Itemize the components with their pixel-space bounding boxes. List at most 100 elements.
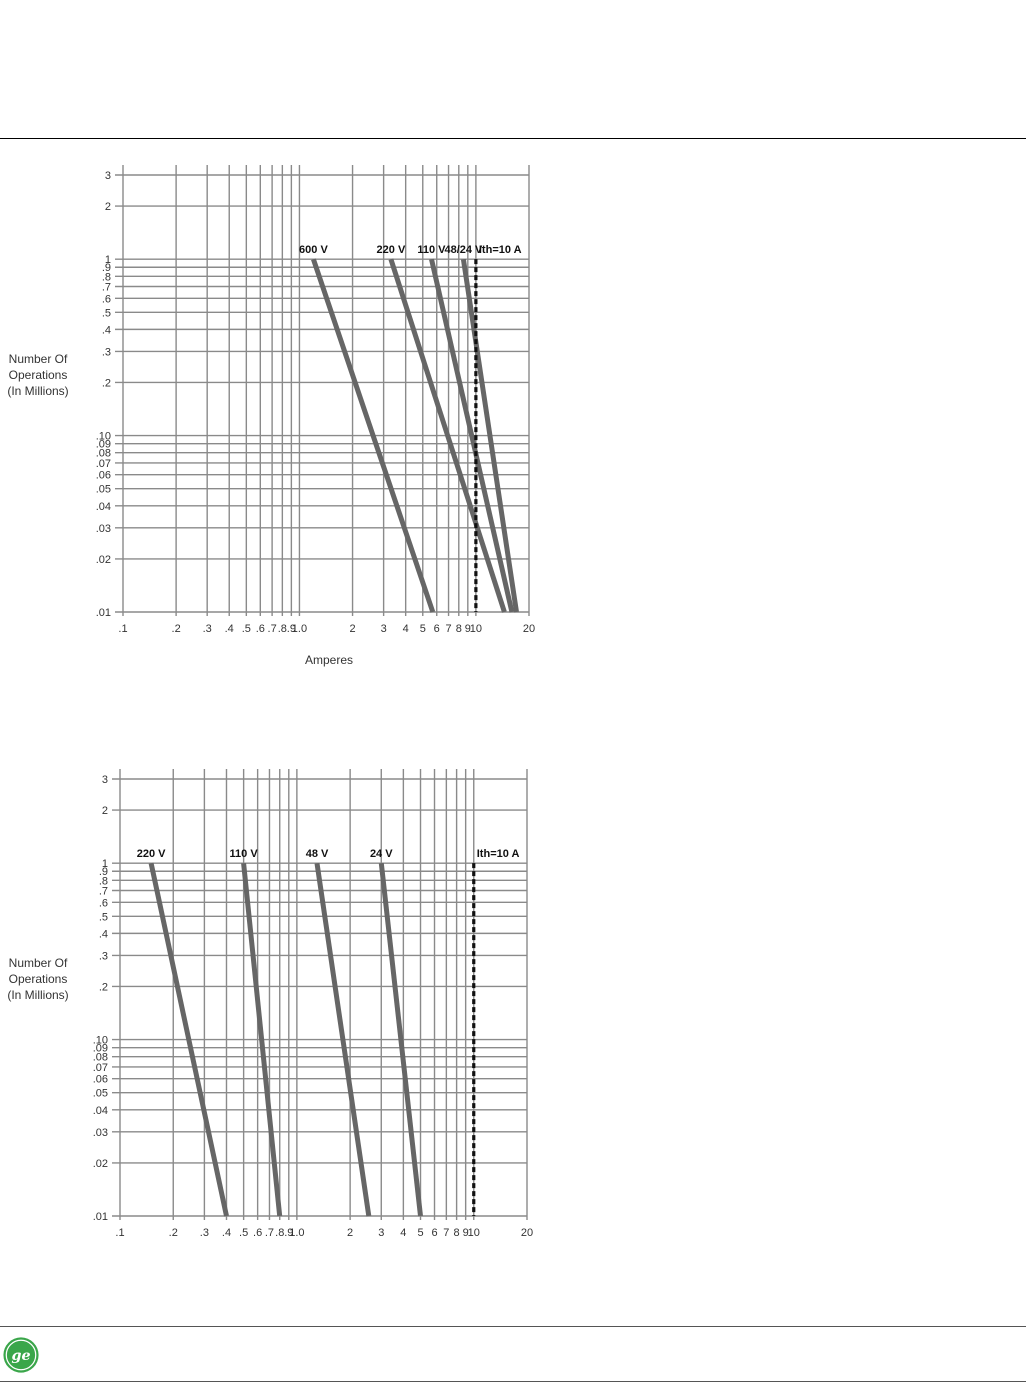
x-tick-label: 10 bbox=[468, 1227, 480, 1239]
operations-vs-amperes-chart-2: .1.2.3.4.5.6.7.8.91.0 2 3 4 5 6 7 8 910 20.01.02.… bbox=[93, 769, 533, 1239]
x-tick-label: .1 bbox=[115, 1227, 124, 1239]
series-line bbox=[311, 258, 436, 613]
series-line bbox=[148, 862, 229, 1217]
x-tick-label: .6 bbox=[256, 623, 265, 635]
y-tick-label: .6 bbox=[99, 897, 108, 909]
y-tick-label: .10 bbox=[96, 431, 111, 443]
y-tick-label: .09 bbox=[96, 439, 111, 451]
y-axis-label: Number Of Operations (In Millions) bbox=[0, 955, 76, 1003]
y-axis-label-line: Operations bbox=[8, 972, 68, 986]
y-tick-label: .05 bbox=[96, 484, 111, 496]
series-label: 110 V bbox=[417, 244, 446, 256]
y-tick-label: .10 bbox=[93, 1035, 108, 1047]
y-tick-label: .2 bbox=[99, 981, 108, 993]
y-tick-label: .5 bbox=[102, 307, 111, 319]
x-tick-label: 3 bbox=[378, 1227, 384, 1239]
y-tick-label: 2 bbox=[102, 805, 108, 817]
y-axis-label-line: Operations bbox=[8, 368, 68, 382]
y-tick-label: .08 bbox=[96, 448, 111, 460]
svg-text:ge: ge bbox=[11, 1348, 30, 1364]
series-line bbox=[378, 862, 423, 1217]
y-tick-label: .9 bbox=[99, 866, 108, 878]
x-tick-label: .3 bbox=[203, 623, 212, 635]
y-tick-label: .03 bbox=[96, 523, 111, 535]
series-label: 24 V bbox=[370, 848, 393, 860]
y-tick-label: .06 bbox=[93, 1074, 108, 1086]
x-tick-label: .8 bbox=[275, 1227, 284, 1239]
x-tick-label: .8 bbox=[278, 623, 287, 635]
x-tick-label: 10 bbox=[470, 623, 482, 635]
page-bottom-rule bbox=[0, 1381, 1026, 1382]
x-tick-label: .9 bbox=[287, 623, 296, 635]
ith-reference-label: Ith=10 A bbox=[479, 244, 522, 256]
x-tick-label: .3 bbox=[200, 1227, 209, 1239]
y-tick-label: .3 bbox=[102, 346, 111, 358]
y-tick-label: .02 bbox=[93, 1158, 108, 1170]
series-line bbox=[241, 862, 283, 1217]
ge-logo-icon: ge bbox=[3, 1337, 39, 1373]
x-tick-label: .7 bbox=[268, 623, 277, 635]
y-tick-label: .5 bbox=[99, 911, 108, 923]
operations-vs-amperes-chart-1: .1.2.3.4.5.6.7.8.91.0 2 3 4 5 6 7 8 910 20.01.02.… bbox=[96, 165, 535, 635]
y-axis-label-line: Number Of bbox=[8, 352, 68, 366]
x-tick-label: 9 bbox=[463, 1227, 469, 1239]
x-tick-label: 8 bbox=[454, 1227, 460, 1239]
series-line bbox=[314, 862, 372, 1217]
y-tick-label: .05 bbox=[93, 1088, 108, 1100]
x-tick-label: 3 bbox=[381, 623, 387, 635]
y-axis-label-line: (In Millions) bbox=[7, 988, 69, 1002]
y-tick-label: .7 bbox=[99, 885, 108, 897]
y-tick-label: .9 bbox=[102, 262, 111, 274]
y-tick-label: .08 bbox=[93, 1052, 108, 1064]
y-tick-label: .6 bbox=[102, 293, 111, 305]
x-tick-label: .2 bbox=[169, 1227, 178, 1239]
x-tick-label: 5 bbox=[417, 1227, 423, 1239]
series-line bbox=[460, 258, 519, 613]
y-tick-label: .8 bbox=[99, 875, 108, 887]
x-tick-label: .4 bbox=[222, 1227, 231, 1239]
y-tick-label: .03 bbox=[93, 1127, 108, 1139]
y-tick-label: .4 bbox=[99, 928, 108, 940]
x-tick-label: .4 bbox=[225, 623, 234, 635]
x-tick-label: .5 bbox=[242, 623, 251, 635]
y-tick-label: 3 bbox=[102, 774, 108, 786]
x-tick-label: 2 bbox=[347, 1227, 353, 1239]
y-tick-label: 2 bbox=[105, 201, 111, 213]
y-tick-label: .4 bbox=[102, 324, 111, 336]
x-tick-label: 20 bbox=[521, 1227, 533, 1239]
y-tick-label: 3 bbox=[105, 170, 111, 182]
x-tick-label: .5 bbox=[239, 1227, 248, 1239]
series-label: 48 V bbox=[306, 848, 329, 860]
y-tick-label: .7 bbox=[102, 281, 111, 293]
x-tick-label: 2 bbox=[349, 623, 355, 635]
y-axis-label-line: Number Of bbox=[8, 956, 68, 970]
y-tick-label: .8 bbox=[102, 271, 111, 283]
y-tick-label: .09 bbox=[93, 1043, 108, 1055]
x-tick-label: 20 bbox=[523, 623, 535, 635]
series-line bbox=[429, 258, 515, 613]
y-tick-label: .01 bbox=[96, 607, 111, 619]
y-tick-label: 1 bbox=[102, 858, 108, 870]
x-tick-label: 6 bbox=[431, 1227, 437, 1239]
series-label: 48/24 V bbox=[444, 244, 483, 256]
x-tick-label: .7 bbox=[265, 1227, 274, 1239]
y-tick-label: .06 bbox=[96, 470, 111, 482]
y-axis-label-line: (In Millions) bbox=[7, 384, 69, 398]
y-tick-label: .04 bbox=[96, 501, 111, 513]
series-label: 600 V bbox=[299, 244, 328, 256]
x-tick-label: 5 bbox=[420, 623, 426, 635]
header-rule bbox=[0, 138, 1026, 139]
x-tick-label: 7 bbox=[445, 623, 451, 635]
y-tick-label: .3 bbox=[99, 950, 108, 962]
y-tick-label: .07 bbox=[93, 1062, 108, 1074]
x-tick-label: 9 bbox=[465, 623, 471, 635]
x-tick-label: 6 bbox=[434, 623, 440, 635]
y-tick-label: .07 bbox=[96, 458, 111, 470]
x-tick-label: .9 bbox=[284, 1227, 293, 1239]
y-tick-label: 1 bbox=[105, 254, 111, 266]
y-axis-label: Number Of Operations (In Millions) bbox=[0, 351, 76, 399]
x-tick-label: 1.0 bbox=[292, 623, 307, 635]
footer-rule bbox=[0, 1326, 1026, 1327]
ith-reference-label: Ith=10 A bbox=[477, 848, 520, 860]
series-label: 220 V bbox=[377, 244, 406, 256]
